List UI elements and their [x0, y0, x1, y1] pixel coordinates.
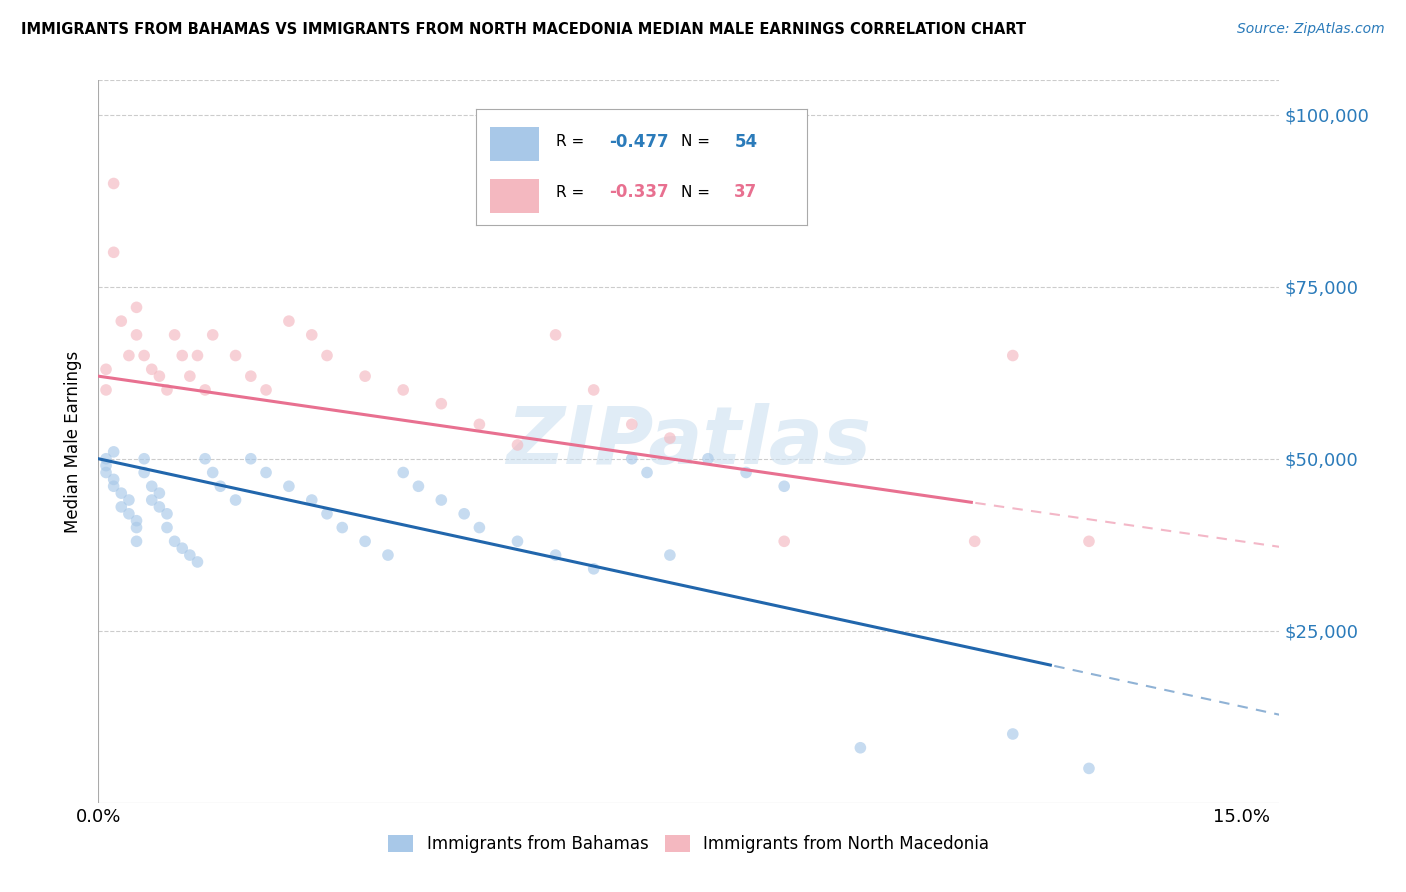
- Point: [186, 555, 208, 569]
- Point: [773, 534, 796, 549]
- Point: [849, 740, 872, 755]
- Point: [118, 349, 141, 363]
- Point: [172, 541, 194, 556]
- Text: IMMIGRANTS FROM BAHAMAS VS IMMIGRANTS FROM NORTH MACEDONIA MEDIAN MALE EARNINGS : IMMIGRANTS FROM BAHAMAS VS IMMIGRANTS FR…: [21, 22, 1026, 37]
- Point: [141, 362, 163, 376]
- Point: [468, 520, 491, 534]
- Point: [301, 327, 323, 342]
- Text: Source: ZipAtlas.com: Source: ZipAtlas.com: [1237, 22, 1385, 37]
- Point: [156, 507, 179, 521]
- Point: [506, 534, 529, 549]
- Point: [392, 383, 415, 397]
- Point: [773, 479, 796, 493]
- Point: [658, 431, 681, 445]
- Point: [544, 548, 567, 562]
- Point: [239, 451, 262, 466]
- Point: [468, 417, 491, 432]
- Point: [254, 383, 277, 397]
- Point: [134, 466, 156, 480]
- Point: [277, 479, 299, 493]
- Point: [453, 507, 475, 521]
- Point: [354, 534, 377, 549]
- Point: [94, 362, 117, 376]
- Point: [125, 327, 148, 342]
- Point: [179, 369, 201, 384]
- Point: [658, 548, 681, 562]
- Text: ZIPatlas: ZIPatlas: [506, 402, 872, 481]
- Point: [118, 507, 141, 521]
- Point: [179, 548, 201, 562]
- Point: [330, 520, 353, 534]
- Point: [148, 486, 170, 500]
- Point: [1001, 727, 1024, 741]
- Point: [1001, 349, 1024, 363]
- Point: [134, 451, 156, 466]
- Point: [239, 369, 262, 384]
- Point: [201, 327, 224, 342]
- Point: [194, 451, 217, 466]
- Point: [408, 479, 430, 493]
- Point: [194, 383, 217, 397]
- Point: [277, 314, 299, 328]
- Point: [301, 493, 323, 508]
- Point: [544, 327, 567, 342]
- Point: [94, 466, 117, 480]
- Point: [225, 493, 247, 508]
- Point: [110, 314, 132, 328]
- Point: [156, 383, 179, 397]
- Point: [392, 466, 415, 480]
- Point: [163, 534, 186, 549]
- Point: [506, 438, 529, 452]
- Point: [225, 349, 247, 363]
- Point: [125, 514, 148, 528]
- Point: [103, 177, 125, 191]
- Point: [735, 466, 758, 480]
- Point: [110, 486, 132, 500]
- Point: [148, 500, 170, 514]
- Point: [430, 397, 453, 411]
- Point: [354, 369, 377, 384]
- Point: [103, 472, 125, 486]
- Point: [316, 349, 339, 363]
- Point: [141, 479, 163, 493]
- Point: [430, 493, 453, 508]
- Point: [963, 534, 986, 549]
- Point: [377, 548, 399, 562]
- Point: [620, 451, 643, 466]
- Point: [620, 417, 643, 432]
- Point: [103, 479, 125, 493]
- Point: [636, 466, 658, 480]
- Point: [582, 562, 605, 576]
- Point: [156, 520, 179, 534]
- Point: [103, 245, 125, 260]
- Point: [1078, 534, 1101, 549]
- Point: [148, 369, 170, 384]
- Point: [94, 383, 117, 397]
- Point: [254, 466, 277, 480]
- Point: [125, 301, 148, 315]
- Point: [1078, 761, 1101, 775]
- Point: [118, 493, 141, 508]
- Point: [163, 327, 186, 342]
- Point: [201, 466, 224, 480]
- Point: [103, 445, 125, 459]
- Point: [186, 349, 208, 363]
- Point: [316, 507, 339, 521]
- Point: [172, 349, 194, 363]
- Point: [134, 349, 156, 363]
- Point: [697, 451, 720, 466]
- Point: [125, 534, 148, 549]
- Legend: Immigrants from Bahamas, Immigrants from North Macedonia: Immigrants from Bahamas, Immigrants from…: [382, 828, 995, 860]
- Point: [582, 383, 605, 397]
- Point: [209, 479, 232, 493]
- Point: [94, 451, 117, 466]
- Y-axis label: Median Male Earnings: Median Male Earnings: [65, 351, 83, 533]
- Point: [110, 500, 132, 514]
- Point: [141, 493, 163, 508]
- Point: [94, 458, 117, 473]
- Point: [125, 520, 148, 534]
